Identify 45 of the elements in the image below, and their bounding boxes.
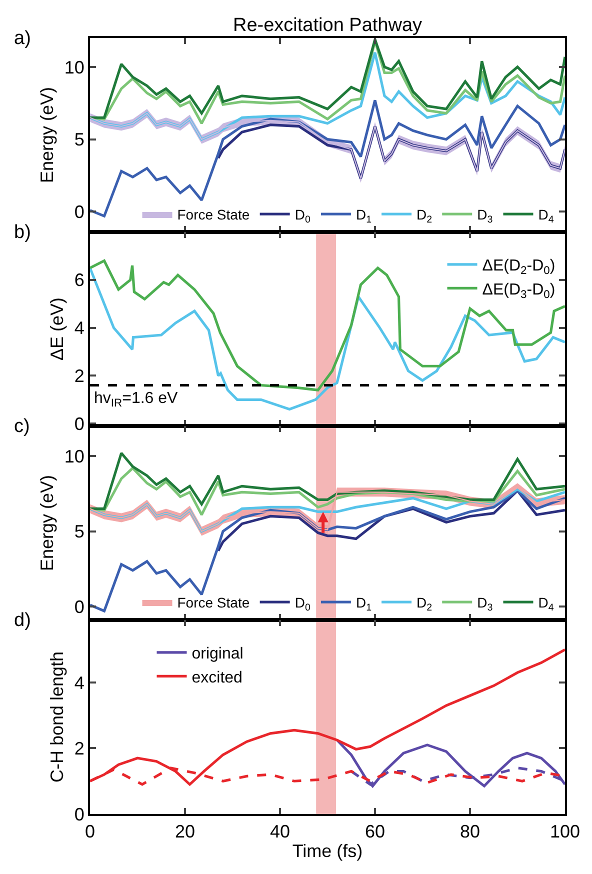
x-tick-label: 80 [460, 822, 480, 842]
legend-label: Force State [177, 206, 250, 223]
y-tick-label: 6 [74, 270, 84, 290]
legend-label: D$_{4}$ [538, 206, 554, 226]
legend-label: D$_{1}$ [356, 594, 372, 614]
y-tick-label: 5 [74, 130, 84, 150]
x-tick-label: 20 [174, 822, 196, 842]
legend-label: D$_{0}$ [294, 206, 311, 226]
chart-title: Re-excitation Pathway [233, 15, 423, 36]
text: a) [14, 28, 31, 49]
x-tick-label: 60 [364, 822, 386, 842]
ref-line-label: hv$_{IR}$=1.6 eV [94, 390, 178, 410]
y-axis-title: Energy (eV) [37, 86, 58, 184]
legend-label: D$_{3}$ [477, 594, 494, 614]
y-tick-label: 2 [74, 738, 84, 759]
legend-label: D$_{3}$ [477, 206, 494, 226]
legend-label: original [192, 646, 244, 663]
y-tick-label: 0 [74, 804, 84, 824]
text: c) [14, 416, 30, 437]
y-axis-title: Energy (eV) [37, 474, 58, 572]
legend-label: D$_{0}$ [294, 594, 311, 614]
text: d) [14, 610, 31, 631]
y-tick-label: 0 [74, 414, 84, 434]
y-tick-label: 10 [64, 446, 84, 466]
legend-label: D$_{4}$ [538, 594, 554, 614]
legend-label: D$_{1}$ [356, 206, 372, 226]
x-tick-label: 40 [270, 822, 290, 842]
x-tick-label: 100 [550, 822, 580, 842]
legend-label: D$_{2}$ [416, 206, 432, 226]
y-tick-label: 5 [74, 522, 84, 542]
y-tick-label: 10 [64, 57, 84, 78]
x-axis-title: Time (fs) [292, 841, 363, 862]
y-tick-label: 2 [74, 366, 84, 386]
y-tick-label: 4 [74, 318, 84, 338]
legend-label: excited [192, 669, 242, 686]
legend-label: ΔE(D$_{2}$-D$_{0}$) [482, 258, 556, 278]
legend-label: D$_{2}$ [416, 594, 432, 614]
legend-label: Force State [177, 594, 250, 611]
y-axis-title: C-H bond length [47, 651, 68, 783]
y-tick-label: 0 [74, 202, 84, 222]
y-axis-title: ΔE (eV) [47, 297, 68, 361]
y-tick-label: 0 [74, 596, 84, 617]
text: b) [14, 222, 31, 243]
y-tick-label: 4 [74, 672, 84, 693]
legend-label: ΔE(D$_{3}$-D$_{0}$) [482, 281, 556, 301]
